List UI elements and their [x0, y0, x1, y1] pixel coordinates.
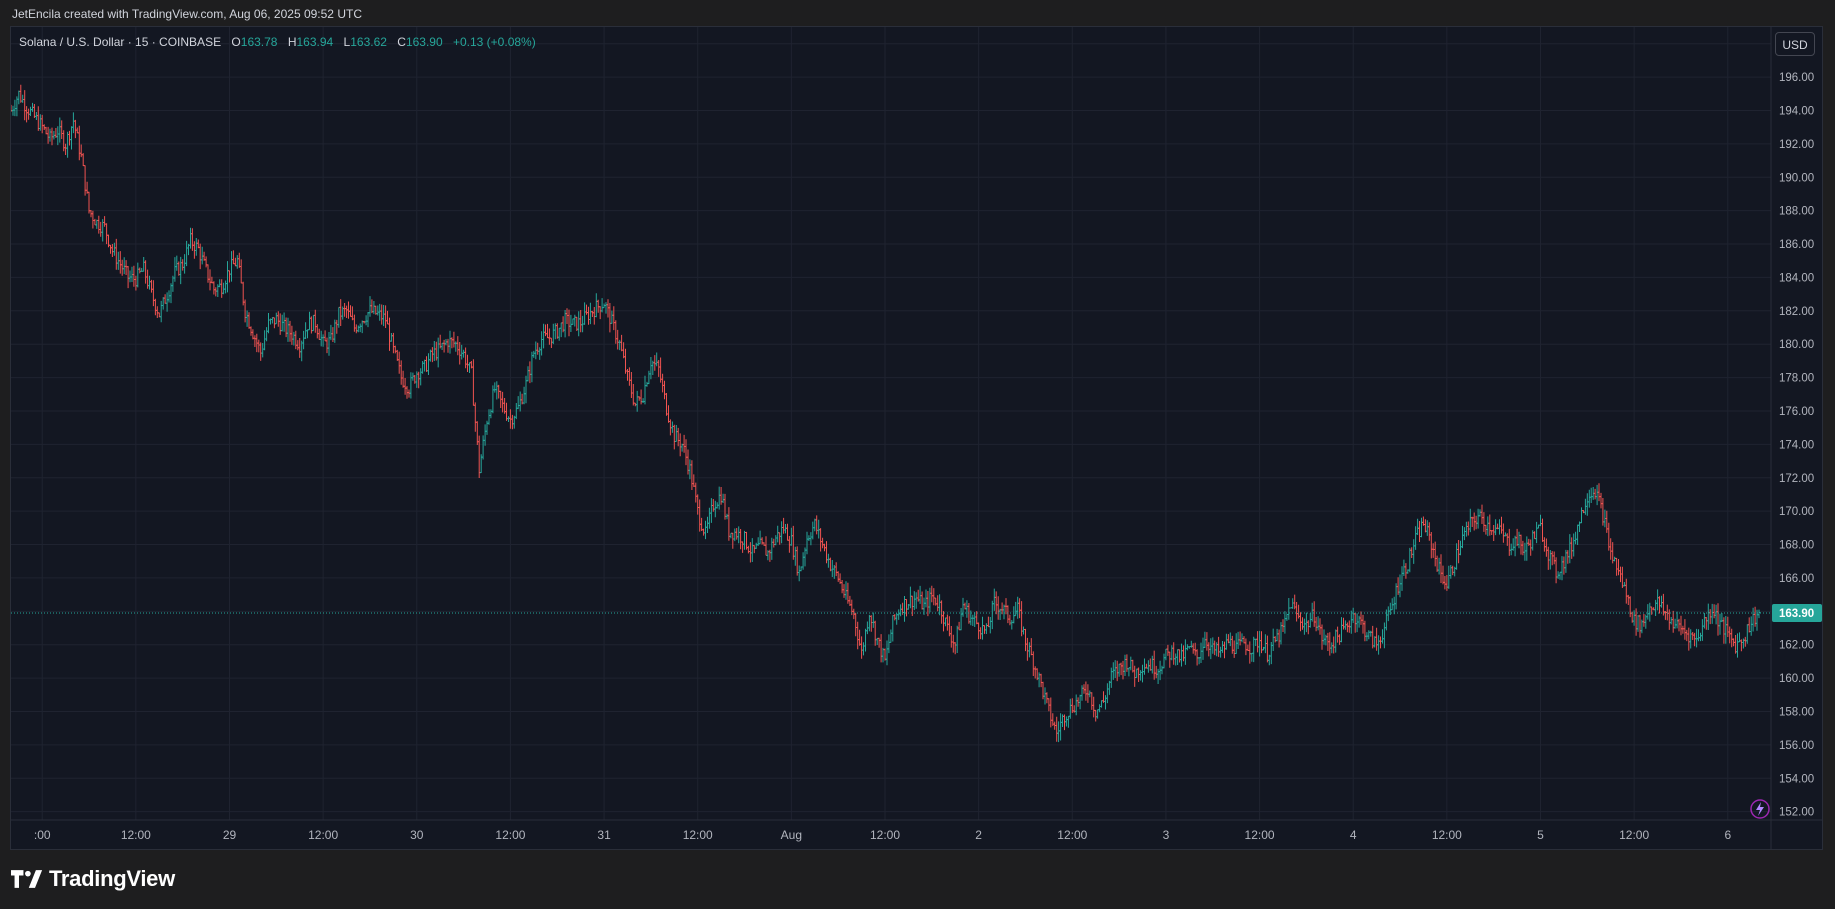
- price-tick-label: 182.00: [1779, 306, 1814, 318]
- price-tick-label: 184.00: [1779, 272, 1814, 284]
- time-tick-label: 31: [597, 828, 611, 842]
- time-tick-label: 12:00: [121, 828, 151, 842]
- price-tick-label: 160.00: [1779, 673, 1814, 685]
- price-chart[interactable]: 152.00154.00156.00158.00160.00162.00164.…: [11, 27, 1823, 850]
- chart-pane[interactable]: 152.00154.00156.00158.00160.00162.00164.…: [10, 26, 1823, 850]
- price-tick-label: 188.00: [1779, 206, 1814, 218]
- close-value: 163.90: [405, 35, 443, 49]
- ohlc-bars: [11, 84, 1761, 743]
- price-tick-label: 196.00: [1779, 72, 1814, 84]
- low-value: 163.62: [350, 35, 387, 49]
- attribution-text: JetEncila created with TradingView.com, …: [12, 7, 362, 21]
- price-tick-label: 172.00: [1779, 473, 1814, 485]
- high-value: 163.94: [296, 35, 334, 49]
- time-tick-label: 12:00: [1619, 828, 1649, 842]
- price-tick-label: 192.00: [1779, 139, 1814, 151]
- time-tick-label: 12:00: [683, 828, 713, 842]
- time-tick-label: 29: [223, 828, 237, 842]
- close-label: C: [397, 35, 406, 49]
- price-tick-label: 156.00: [1779, 740, 1814, 752]
- time-tick-label: :00: [34, 828, 51, 842]
- price-tick-label: 190.00: [1779, 172, 1814, 184]
- tradingview-logo[interactable]: TradingView: [11, 866, 175, 892]
- open-value: 163.78: [240, 35, 278, 49]
- lightning-bolt-icon: [1756, 802, 1764, 816]
- price-tick-label: 154.00: [1779, 773, 1814, 785]
- time-tick-label: 30: [410, 828, 424, 842]
- price-tick-label: 162.00: [1779, 640, 1814, 652]
- time-tick-label: 4: [1350, 828, 1357, 842]
- open-label: O: [231, 35, 241, 49]
- chart-background: [11, 27, 1822, 849]
- time-tick-label: 12:00: [1245, 828, 1275, 842]
- time-tick-label: 6: [1724, 828, 1731, 842]
- price-tick-label: 174.00: [1779, 439, 1814, 451]
- price-tick-label: 180.00: [1779, 339, 1814, 351]
- symbol-legend: Solana / U.S. Dollar · 15 · COINBASE O16…: [19, 35, 536, 49]
- price-tick-label: 186.00: [1779, 239, 1814, 251]
- time-tick-label: 12:00: [1057, 828, 1087, 842]
- time-tick-label: 12:00: [870, 828, 900, 842]
- change-value: +0.13 (+0.08%): [452, 35, 536, 49]
- lightning-icon: [1750, 799, 1770, 819]
- last-price-label: 163.90: [1779, 608, 1814, 620]
- time-tick-label: 2: [975, 828, 982, 842]
- brand-name: TradingView: [49, 866, 175, 891]
- price-tick-label: 178.00: [1779, 373, 1814, 385]
- last-price-badge: [1772, 603, 1822, 622]
- symbol-title: Solana / U.S. Dollar · 15 · COINBASE: [19, 35, 222, 49]
- time-tick-label: 5: [1537, 828, 1544, 842]
- price-tick-label: 158.00: [1779, 706, 1814, 718]
- price-tick-label: 152.00: [1779, 807, 1814, 819]
- currency-button[interactable]: USD: [1775, 32, 1815, 56]
- time-tick-label: 3: [1163, 828, 1170, 842]
- price-tick-label: 176.00: [1779, 406, 1814, 418]
- time-tick-label: 12:00: [308, 828, 338, 842]
- price-tick-label: 166.00: [1779, 573, 1814, 585]
- time-tick-label: 12:00: [1432, 828, 1462, 842]
- low-label: L: [343, 35, 351, 49]
- price-tick-label: 168.00: [1779, 540, 1814, 552]
- high-label: H: [287, 35, 297, 49]
- price-tick-label: 170.00: [1779, 506, 1814, 518]
- price-tick-label: 194.00: [1779, 105, 1814, 117]
- tradingview-logo-icon: [11, 870, 43, 888]
- time-tick-label: Aug: [781, 828, 802, 842]
- time-tick-label: 12:00: [495, 828, 525, 842]
